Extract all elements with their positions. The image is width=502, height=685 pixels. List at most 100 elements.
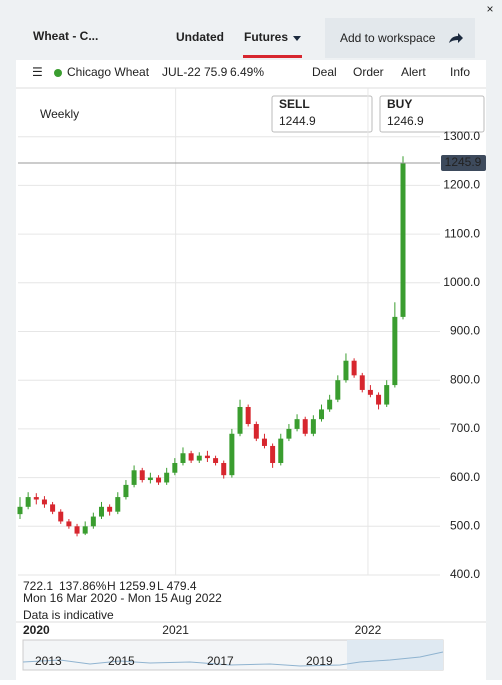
date-range: Mon 16 Mar 2020 - Mon 15 Aug 2022 bbox=[23, 591, 222, 605]
sell-label[interactable]: SELL bbox=[279, 97, 310, 111]
navigator-label: 2019 bbox=[306, 654, 333, 668]
instrument-name: Chicago Wheat bbox=[67, 65, 150, 79]
change: 75.9 bbox=[204, 65, 228, 79]
menu-item[interactable]: Order bbox=[353, 65, 384, 79]
candle-body bbox=[213, 458, 219, 463]
menu-item[interactable]: Alert bbox=[401, 65, 426, 79]
stat: L 479.4 bbox=[157, 579, 197, 593]
y-tick-label: 1000.0 bbox=[443, 275, 480, 289]
y-tick-label: 500.0 bbox=[450, 518, 480, 532]
candle-body bbox=[245, 406, 251, 425]
candle-body bbox=[74, 526, 80, 534]
menu-item[interactable]: Info bbox=[450, 65, 470, 79]
candle-body bbox=[147, 477, 153, 481]
sell-price[interactable]: 1244.9 bbox=[279, 114, 316, 128]
x-tick-label: 2022 bbox=[355, 623, 382, 637]
contract: JUL-22 bbox=[162, 65, 201, 79]
candle-body bbox=[107, 506, 113, 512]
x-tick-label: 2021 bbox=[162, 623, 189, 637]
candle-body bbox=[367, 389, 373, 395]
candle-body bbox=[270, 445, 276, 463]
y-tick-label: 900.0 bbox=[450, 324, 480, 338]
workspace-button[interactable] bbox=[325, 18, 475, 58]
candle-body bbox=[359, 375, 365, 390]
candle-body bbox=[343, 360, 349, 381]
candle-body bbox=[196, 455, 202, 461]
candle-body bbox=[286, 428, 292, 439]
stat: 722.1 bbox=[23, 579, 53, 593]
candle-body bbox=[98, 506, 104, 517]
note: Data is indicative bbox=[23, 608, 114, 622]
y-tick-label: 700.0 bbox=[450, 421, 480, 435]
x-tick-label: 2020 bbox=[23, 623, 50, 637]
candle-body bbox=[229, 433, 235, 476]
dropdown-icon bbox=[293, 36, 301, 41]
candle-body bbox=[335, 380, 341, 400]
candle-body bbox=[384, 385, 390, 405]
candle-body bbox=[261, 438, 267, 446]
candle-body bbox=[66, 521, 72, 527]
candle-body bbox=[294, 419, 300, 429]
candle-body bbox=[327, 399, 333, 410]
navigator-label: 2017 bbox=[207, 654, 234, 668]
candle-body bbox=[400, 163, 406, 317]
candle-body bbox=[90, 516, 96, 527]
navigator-line bbox=[22, 651, 444, 667]
button-label[interactable]: Add to workspace bbox=[340, 31, 436, 45]
sell-box[interactable] bbox=[271, 95, 373, 133]
last-price-tag bbox=[441, 155, 486, 172]
candle-body bbox=[17, 506, 23, 515]
candle-body bbox=[221, 462, 227, 476]
tab-underline bbox=[243, 55, 302, 58]
candle-body bbox=[204, 455, 210, 459]
candle-body bbox=[156, 477, 162, 483]
candle-body bbox=[376, 394, 382, 405]
stat: 137.86% bbox=[59, 579, 107, 593]
candle-body bbox=[180, 453, 186, 463]
y-tick-label: 1100.0 bbox=[444, 226, 480, 240]
last-price-label: 1245.9 bbox=[445, 155, 482, 169]
menu-item[interactable]: Deal bbox=[312, 65, 337, 79]
change-pct: 6.49% bbox=[230, 65, 264, 79]
buy-label[interactable]: BUY bbox=[387, 97, 412, 111]
candle-body bbox=[33, 497, 39, 500]
candle-body bbox=[392, 316, 398, 386]
candle-body bbox=[25, 497, 31, 507]
candle-body bbox=[172, 462, 178, 473]
share-icon bbox=[449, 33, 463, 43]
candle-body bbox=[123, 484, 129, 498]
buy-price[interactable]: 1246.9 bbox=[387, 114, 424, 128]
y-tick-label: 1300.0 bbox=[443, 129, 480, 143]
candle-body bbox=[351, 360, 357, 376]
candle-body bbox=[310, 419, 316, 434]
y-tick-label: 1200.0 bbox=[443, 178, 480, 192]
tab[interactable]: Undated bbox=[176, 30, 224, 44]
candle-body bbox=[58, 511, 64, 522]
menu-icon[interactable]: ☰ bbox=[32, 65, 43, 79]
candle-body bbox=[278, 438, 284, 463]
candle-body bbox=[115, 497, 121, 512]
candle-body bbox=[131, 470, 137, 485]
title: Wheat - C... bbox=[33, 29, 98, 43]
candle-body bbox=[188, 453, 194, 461]
stat: H 1259.9 bbox=[107, 579, 156, 593]
candle-body bbox=[319, 409, 325, 420]
candle-body bbox=[253, 424, 259, 439]
close-icon[interactable]: × bbox=[486, 2, 493, 16]
status-dot bbox=[54, 69, 62, 77]
y-tick-label: 600.0 bbox=[450, 470, 480, 484]
candle-body bbox=[164, 472, 170, 483]
y-tick-label: 800.0 bbox=[450, 372, 480, 386]
chart-subtitle: Weekly bbox=[40, 107, 79, 121]
y-tick-label: 400.0 bbox=[450, 567, 480, 581]
buy-box[interactable] bbox=[379, 95, 485, 133]
navigator-label: 2013 bbox=[35, 654, 62, 668]
candle-body bbox=[50, 504, 56, 512]
candle-body bbox=[139, 470, 145, 481]
navigator-label: 2015 bbox=[108, 654, 135, 668]
tab[interactable]: Futures bbox=[244, 30, 288, 44]
candle-body bbox=[302, 419, 308, 434]
candle-body bbox=[41, 499, 47, 505]
